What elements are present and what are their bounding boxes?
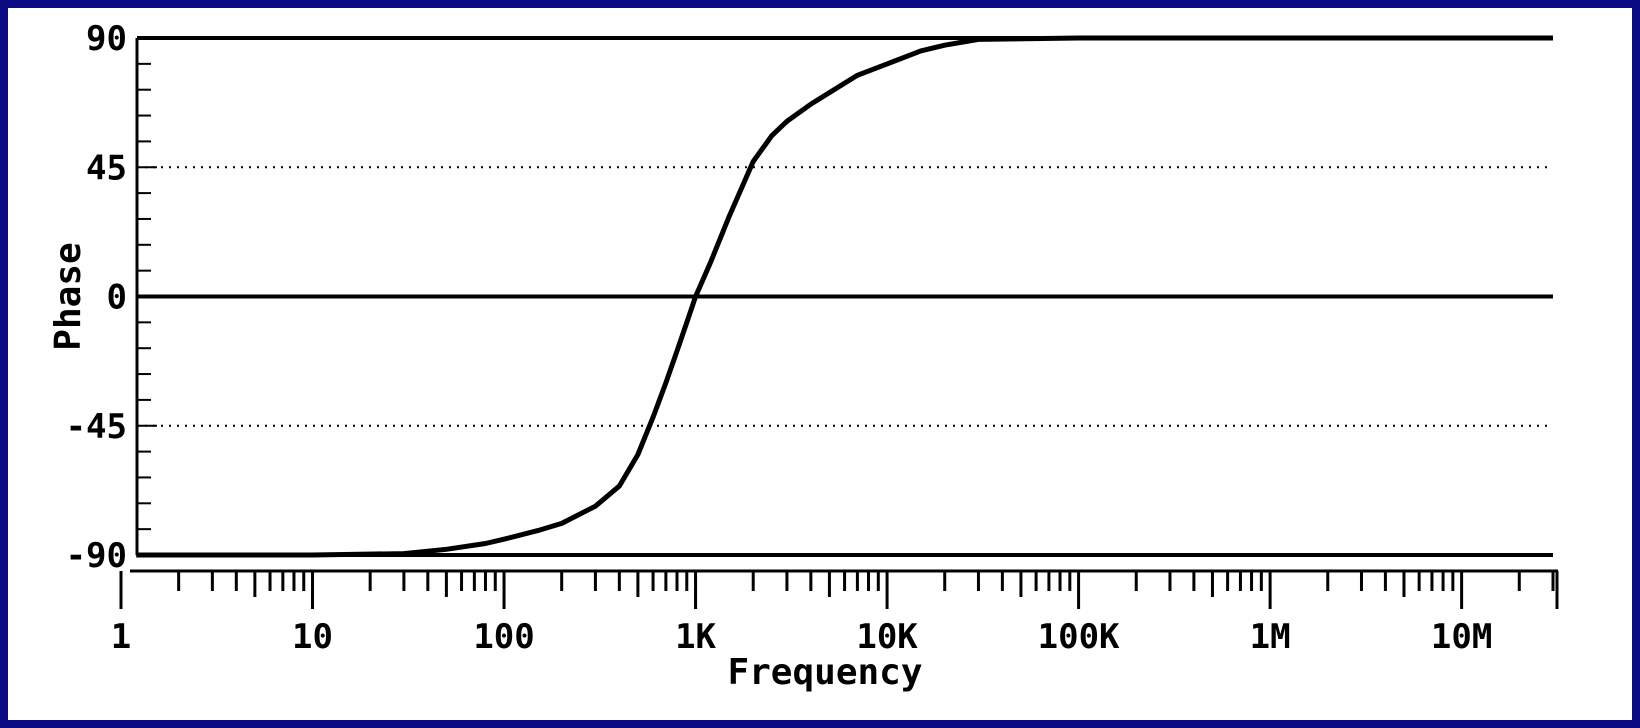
y-tick-label: 45 <box>86 148 127 188</box>
y-tick-label: -90 <box>66 536 127 576</box>
x-tick-label: 1M <box>1250 617 1291 657</box>
x-axis-title: Frequency <box>727 652 922 693</box>
chart-frame: 1 10 100 1K 10K 100K 1M 10M 90 45 0 -45 -90 Frequen… <box>8 8 1632 720</box>
x-axis: 1 10 100 1K 10K 100K 1M 10M <box>111 569 1559 657</box>
x-tick-label: 100 <box>473 617 534 657</box>
y-axis-title: Phase <box>48 242 89 350</box>
x-tick-label: 1 <box>111 617 131 657</box>
x-tick-label: 1K <box>675 617 716 657</box>
phase-frequency-chart: 1 10 100 1K 10K 100K 1M 10M 90 45 0 -45 -90 Frequen… <box>48 19 1559 693</box>
x-tick-label: 10 <box>292 617 333 657</box>
grid-lines <box>137 36 1553 557</box>
phase-series-line <box>136 35 1553 558</box>
series-layer <box>136 35 1553 558</box>
y-tick-label: -45 <box>66 407 127 447</box>
x-tick-label: 10K <box>856 617 918 657</box>
x-tick-label: 100K <box>1038 617 1120 657</box>
y-axis: 90 45 0 -45 -90 <box>66 19 157 576</box>
y-tick-label: 0 <box>107 278 127 318</box>
y-tick-label: 90 <box>86 19 127 59</box>
x-tick-label: 10M <box>1431 617 1492 657</box>
